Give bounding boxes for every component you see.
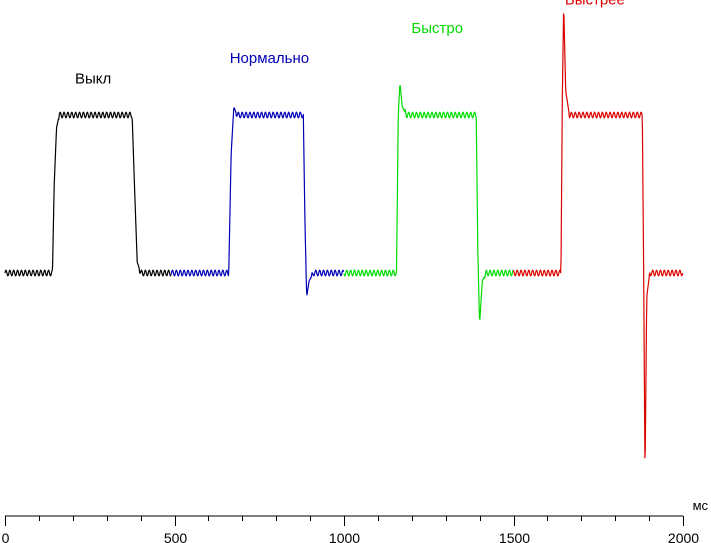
series-label-3: Быстро: [411, 20, 463, 37]
series-line-2: [170, 107, 345, 296]
x-tick-label: 1500: [499, 530, 530, 543]
x-tick-label: 500: [164, 530, 188, 543]
x-unit-label: мс: [693, 498, 709, 513]
x-tick-label: 0: [2, 530, 10, 543]
annotation-layer: Выкл Нормально Быстро Быстрее: [75, 0, 625, 87]
series-label-1: Выкл: [75, 70, 111, 87]
series-label-2: Нормально: [230, 50, 309, 67]
series-line-1: [4, 111, 172, 277]
series-layer: [4, 13, 684, 459]
series-line-3: [343, 84, 514, 320]
x-tick-label: 2000: [668, 530, 699, 543]
series-label-4: Быстрее: [565, 0, 625, 8]
series-line-4: [512, 13, 684, 459]
x-axis: 0 500 1000 1500 2000 мс: [2, 498, 709, 543]
x-tick-label: 1000: [329, 530, 360, 543]
